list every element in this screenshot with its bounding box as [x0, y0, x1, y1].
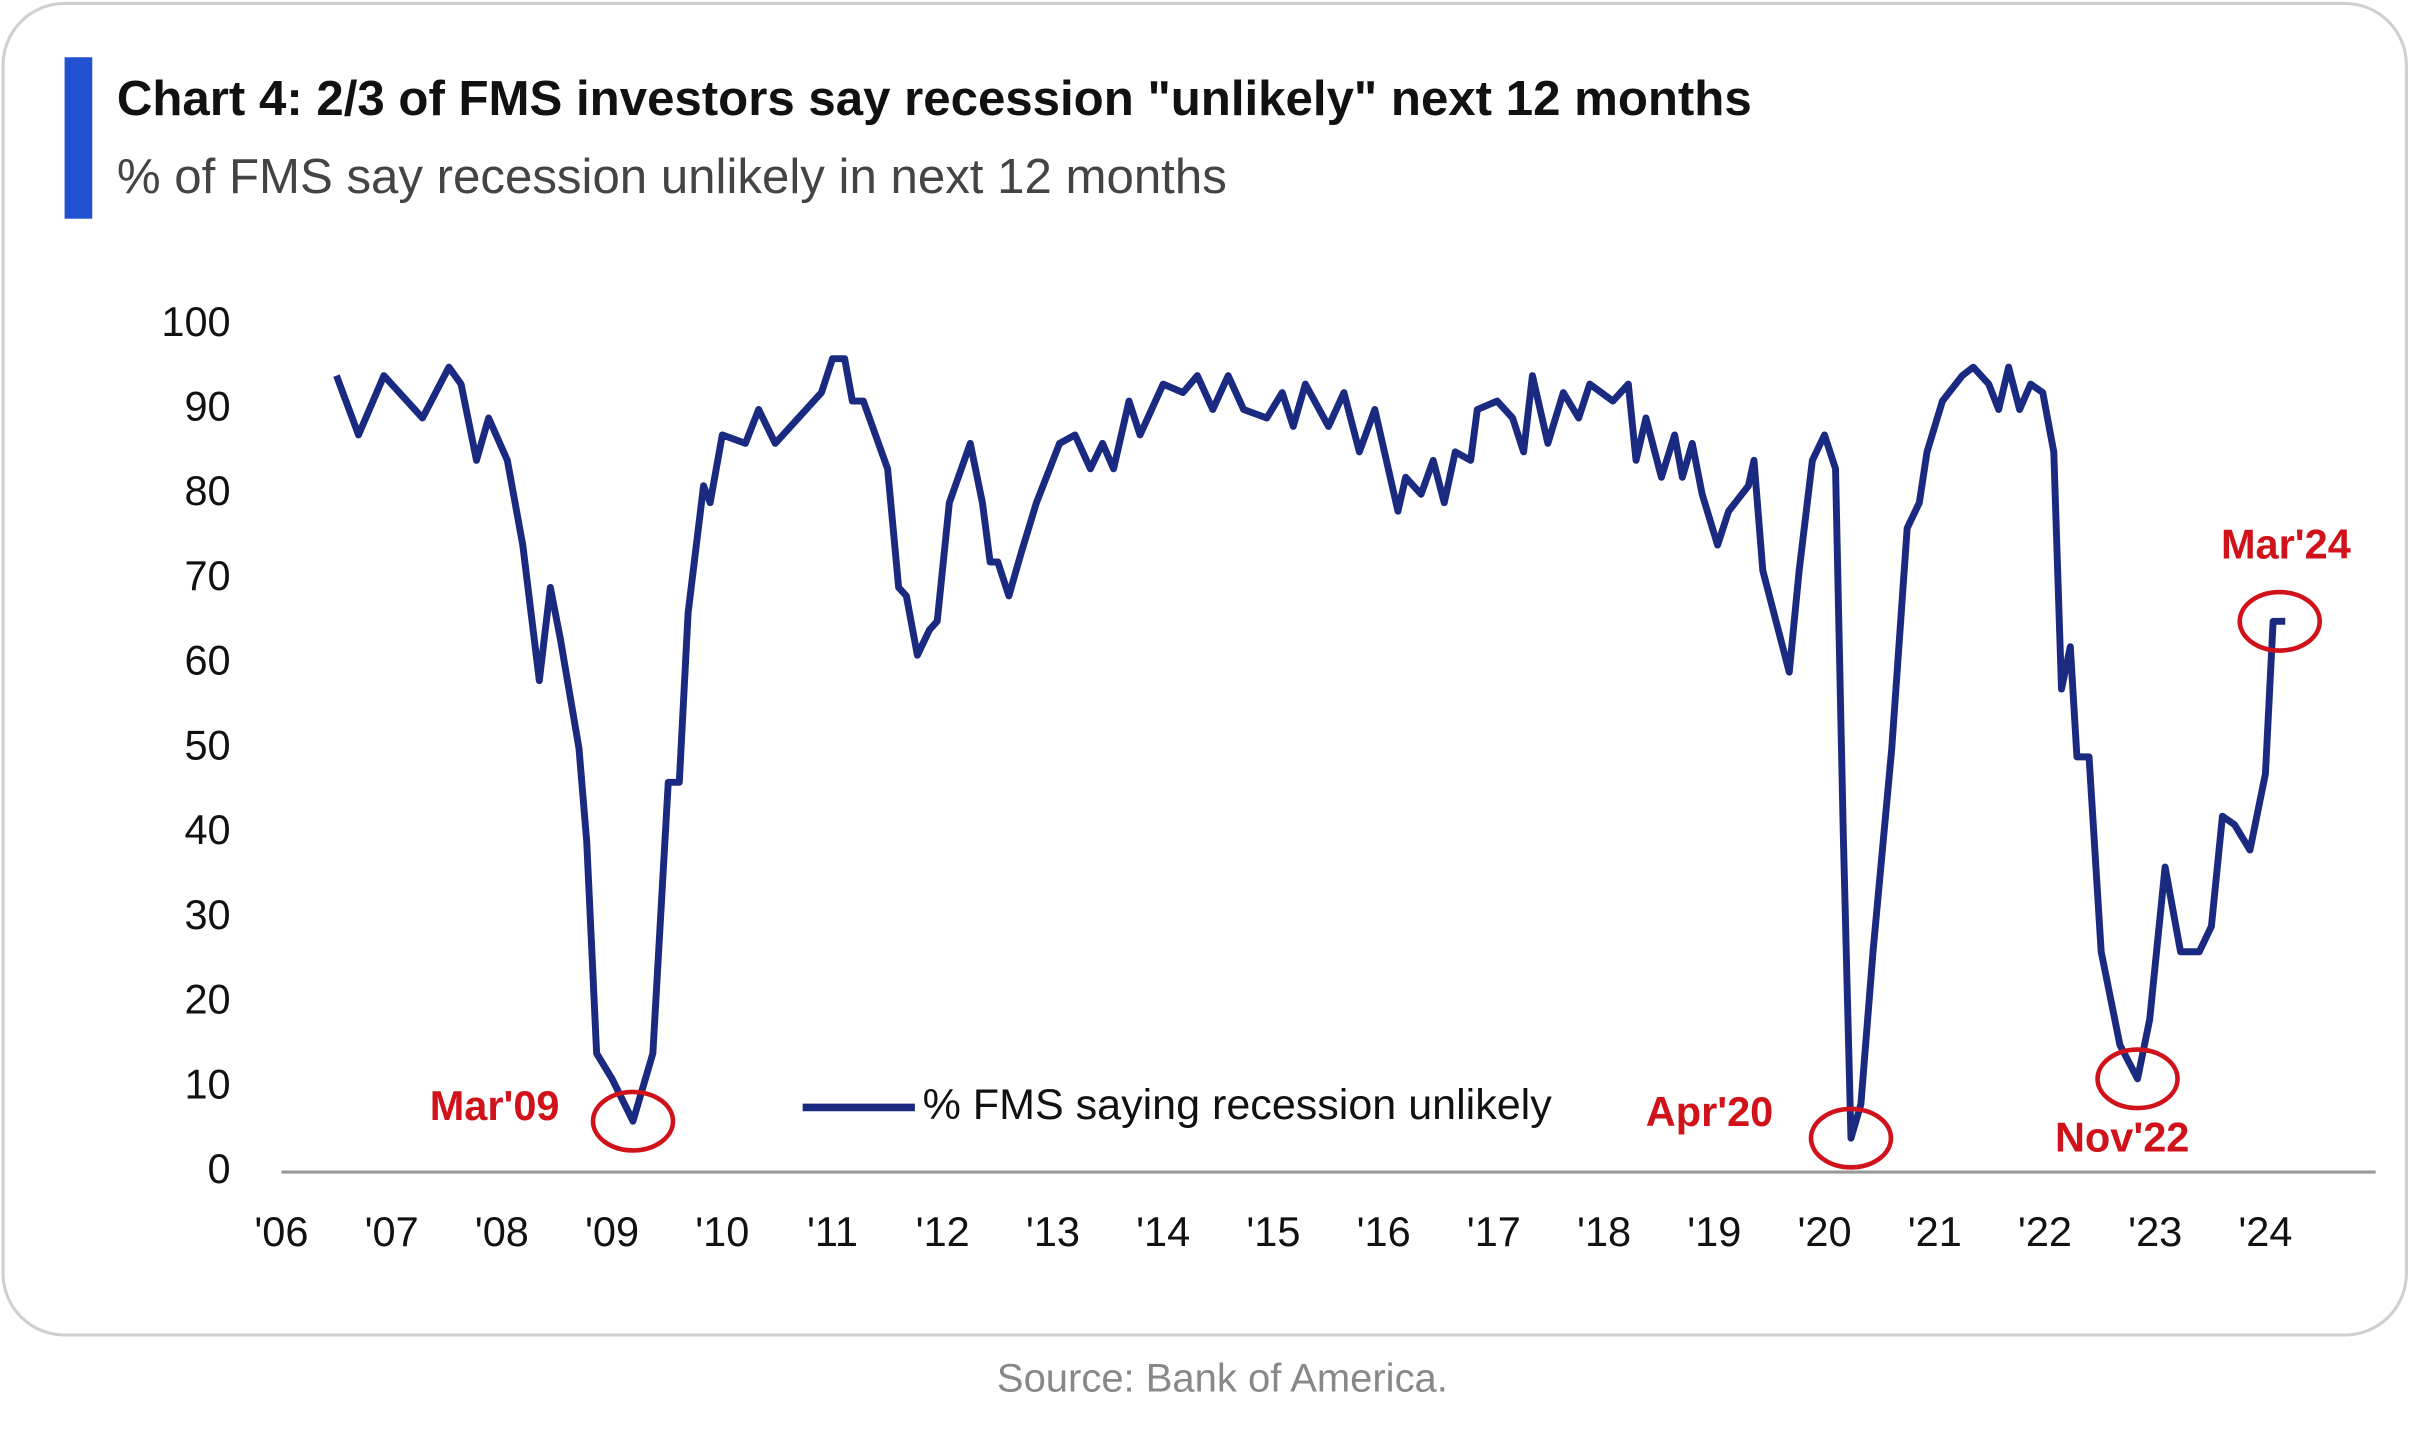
- x-tick-label: '08: [475, 1208, 529, 1255]
- y-tick-label: 80: [184, 467, 230, 514]
- x-tick-label: '16: [1357, 1208, 1411, 1255]
- x-tick-label: '11: [807, 1208, 858, 1255]
- x-tick-label: '24: [2238, 1208, 2292, 1255]
- chart-subtitle: % of FMS say recession unlikely in next …: [117, 149, 1227, 204]
- y-tick-label: 60: [184, 637, 230, 684]
- x-tick-label: '19: [1687, 1208, 1741, 1255]
- y-tick-label: 70: [184, 552, 230, 599]
- x-tick-label: '22: [2018, 1208, 2072, 1255]
- annotation-label: Mar'09: [430, 1082, 560, 1129]
- annotation-circle: [2237, 589, 2323, 653]
- x-tick-label: '21: [1908, 1208, 1962, 1255]
- y-tick-label: 100: [161, 298, 230, 345]
- x-tick-label: '13: [1026, 1208, 1080, 1255]
- x-tick-label: '14: [1136, 1208, 1190, 1255]
- annotation-label: Apr'20: [1646, 1088, 1773, 1135]
- annotation-label: Mar'24: [2221, 520, 2351, 567]
- annotation-circle: [590, 1089, 676, 1153]
- card: [1, 1, 2408, 1337]
- y-tick-label: 50: [184, 721, 230, 768]
- x-tick-label: '10: [695, 1208, 749, 1255]
- x-tick-label: '07: [365, 1208, 419, 1255]
- y-tick-label: 90: [184, 382, 230, 429]
- y-tick-label: 40: [184, 806, 230, 853]
- x-tick-label: '06: [254, 1208, 308, 1255]
- title-bar: [64, 57, 93, 219]
- legend-label: % FMS saying recession unlikely: [923, 1081, 1553, 1129]
- y-tick-label: 0: [208, 1145, 231, 1192]
- annotation-circle: [1808, 1106, 1894, 1170]
- x-tick-label: '12: [916, 1208, 970, 1255]
- x-tick-label: '23: [2128, 1208, 2182, 1255]
- x-tick-label: '20: [1797, 1208, 1851, 1255]
- y-tick-label: 20: [184, 976, 230, 1023]
- series-line: [333, 355, 2286, 1142]
- annotation-label: Nov'22: [2055, 1113, 2189, 1160]
- source: Source: Bank of America.: [997, 1357, 1448, 1401]
- y-tick-label: 30: [184, 891, 230, 938]
- chart-title: Chart 4: 2/3 of FMS investors say recess…: [117, 71, 1752, 126]
- annotation-circle: [2095, 1047, 2180, 1111]
- y-tick-label: 10: [184, 1060, 230, 1107]
- x-tick-label: '09: [585, 1208, 639, 1255]
- x-tick-label: '15: [1246, 1208, 1300, 1255]
- x-tick-label: '17: [1467, 1208, 1521, 1255]
- x-tick-label: '18: [1577, 1208, 1631, 1255]
